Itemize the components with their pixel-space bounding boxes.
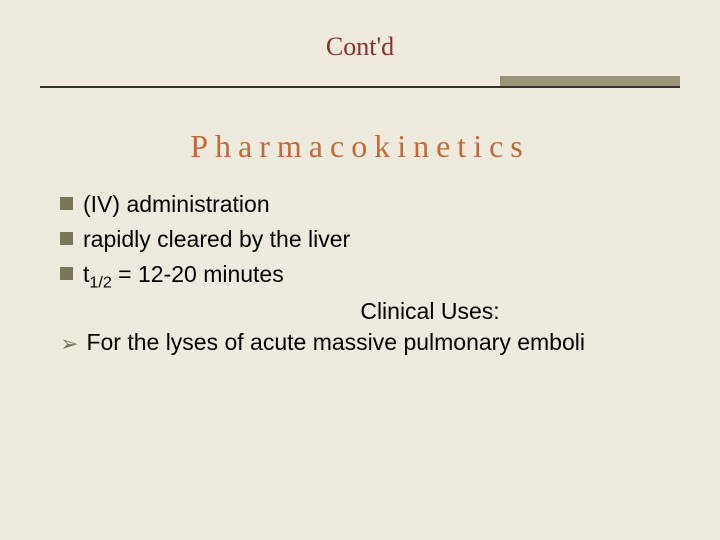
divider-line — [40, 86, 680, 88]
slide-subtitle: Pharmacokinetics — [0, 128, 720, 165]
content-area: (IV) administration rapidly cleared by t… — [0, 189, 720, 359]
bullet-text: (IV) administration — [83, 189, 680, 220]
t-subscript: 1/2 — [89, 274, 111, 292]
slide: Cont'd Pharmacokinetics (IV) administrat… — [0, 0, 720, 540]
list-item: t1/2 = 12-20 minutes — [60, 259, 680, 294]
list-item: ➢ For the lyses of acute massive pulmona… — [60, 327, 680, 359]
square-bullet-icon — [60, 232, 73, 245]
divider-bar — [500, 76, 680, 86]
bullet-text: t1/2 = 12-20 minutes — [83, 259, 680, 294]
t-suffix: = 12-20 minutes — [112, 261, 284, 287]
square-bullet-icon — [60, 267, 73, 280]
bullet-text: rapidly cleared by the liver — [83, 224, 680, 255]
slide-title: Cont'd — [0, 0, 720, 70]
bullet-text: For the lyses of acute massive pulmonary… — [86, 327, 680, 358]
list-item: (IV) administration — [60, 189, 680, 220]
arrow-bullet-icon: ➢ — [60, 329, 78, 359]
center-heading: Clinical Uses: — [60, 298, 680, 325]
square-bullet-icon — [60, 197, 73, 210]
list-item: rapidly cleared by the liver — [60, 224, 680, 255]
divider — [0, 70, 720, 94]
